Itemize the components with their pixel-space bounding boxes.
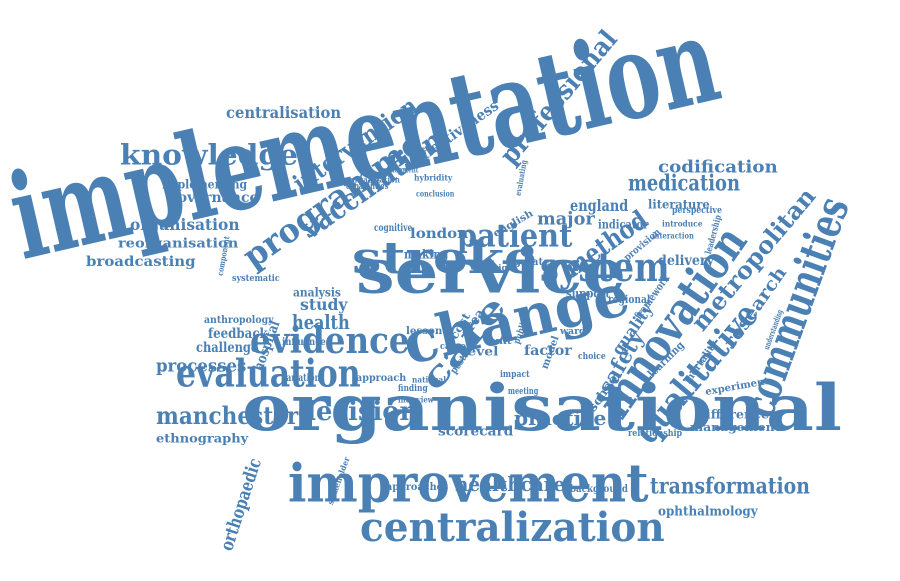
word-interaction: interaction	[652, 230, 694, 241]
word-reorganisation: reorganisation	[118, 236, 239, 252]
word-influence: influence	[282, 337, 326, 348]
word-greater: greater	[514, 257, 555, 268]
word-healthcare: healthcare	[455, 472, 566, 496]
word-national: national	[412, 374, 447, 385]
word-study: study	[300, 295, 348, 315]
word-ward: ward	[560, 326, 586, 337]
word-organisation: organisation	[130, 215, 240, 235]
word-level: level	[462, 344, 499, 359]
word-ethnography: ethnography	[156, 431, 249, 446]
word-meeting: meeting	[508, 386, 539, 397]
word-anthropology: anthropology	[204, 315, 274, 326]
word-introduce: introduce	[662, 218, 703, 229]
word-centralization: centralization	[360, 504, 665, 551]
word-difference: difference	[697, 407, 770, 422]
word-decision: decision	[298, 397, 419, 428]
word-unit: unit	[488, 336, 512, 347]
word-practice: practice	[514, 406, 607, 430]
word-lesson: lesson	[406, 326, 443, 337]
word-regional: regional	[608, 293, 651, 307]
word-impact: impact	[500, 369, 530, 380]
word-broadcasting: broadcasting	[86, 253, 196, 270]
word-evaluation: evaluation	[176, 350, 361, 396]
word-systematic: systematic	[232, 273, 280, 284]
word-patient: patient	[457, 216, 573, 255]
word-stroke: stroke	[352, 232, 538, 284]
word-feedback: feedback	[208, 325, 268, 342]
word-literature: literature	[648, 197, 710, 212]
word-system: system	[540, 244, 670, 291]
word-cancer: cancer	[440, 341, 470, 352]
word-management: management	[690, 421, 781, 435]
word-health: health	[292, 310, 350, 334]
word-choice: choice	[578, 351, 606, 362]
word-hybridity: hybridity	[414, 172, 453, 183]
word-design: design	[482, 262, 514, 273]
word-ophthalmology: ophthalmology	[658, 504, 758, 520]
word-conclusion: conclusion	[416, 188, 455, 199]
word-medication: medication	[628, 170, 740, 197]
word-indicator: indicator	[598, 217, 649, 232]
word-service: service	[356, 234, 626, 308]
word-challenge: challenge	[196, 339, 259, 356]
word-development: development	[378, 164, 419, 175]
word-processes: processes	[156, 355, 247, 377]
word-london: london	[410, 225, 469, 242]
word-relationship: relationship	[628, 428, 683, 439]
word-centralisation: centralisation	[226, 103, 342, 123]
word-background: background	[570, 484, 628, 495]
word-transformation: transformation	[650, 473, 810, 500]
word-organisational: organisational	[242, 370, 842, 446]
word-knowledge: knowledge	[120, 138, 299, 172]
word-making: making	[404, 247, 449, 262]
word-finding: finding	[398, 383, 428, 394]
word-interview: interview	[398, 394, 434, 405]
word-england: england	[570, 196, 629, 216]
word-evidence: evidence	[250, 320, 410, 363]
word-implementing: implementing	[162, 177, 248, 192]
word-approaches: approaches	[386, 482, 449, 493]
word-manchester: manchester	[156, 400, 299, 430]
word-perspective: perspective	[672, 205, 722, 216]
word-capabilities: capabilities	[346, 181, 389, 192]
word-analysis: analysis	[293, 285, 341, 300]
word-organization: organization	[350, 174, 400, 185]
word-variation: variation	[282, 373, 321, 384]
word-major: major	[537, 208, 595, 230]
word-improvement: improvement	[288, 453, 649, 515]
word-scorecard: scorecard	[438, 424, 514, 440]
word-delivery: delivery	[658, 252, 714, 269]
word-factor: factor	[524, 342, 572, 359]
word-orthopaedic: orthopaedic	[216, 455, 267, 554]
word-codification: codification	[658, 157, 778, 178]
word-support: support	[566, 286, 611, 301]
word-governance: governance	[168, 189, 259, 206]
word-approach: approach	[356, 373, 407, 384]
word-cognitive: cognitive	[374, 223, 413, 234]
